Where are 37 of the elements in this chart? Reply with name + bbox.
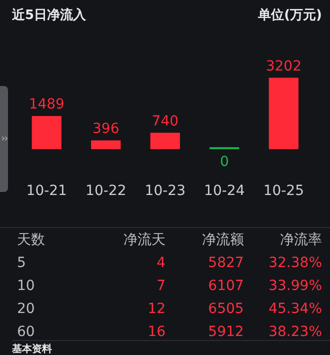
text: 12 <box>146 300 166 316</box>
text: 16 <box>146 324 166 340</box>
text: 33.99% <box>268 278 323 294</box>
bar <box>91 140 121 150</box>
bar <box>268 78 298 150</box>
text: 净流率 <box>279 230 323 248</box>
text: 5827 <box>207 254 244 270</box>
data-label: 740 <box>152 113 179 130</box>
chart-title: 近5日净流入 <box>12 6 86 24</box>
text: 20 <box>16 300 36 316</box>
text: 4 <box>156 254 166 270</box>
bar <box>32 116 62 150</box>
data-label: 1489 <box>28 96 64 113</box>
text: 净流额 <box>200 230 244 248</box>
text: 7 <box>156 278 166 294</box>
text: 38.23% <box>268 324 323 340</box>
text: 32.38% <box>268 254 323 270</box>
x-tick-label: 10-22 <box>86 183 126 200</box>
x-tick-label: 10-23 <box>144 183 186 200</box>
x-tick-label: 10-24 <box>204 183 245 200</box>
chart-subtitle: 单位(万元) <box>258 7 322 24</box>
bar <box>150 132 180 150</box>
x-tick-label: 10-25 <box>263 183 304 200</box>
text: 5912 <box>207 324 244 340</box>
text: 天数 <box>16 230 46 248</box>
text: 5 <box>16 254 27 270</box>
data-label: 0 <box>220 154 229 170</box>
text: 净流天 <box>122 230 166 248</box>
text: 45.34% <box>268 300 323 316</box>
text: 基本资料 <box>12 340 330 355</box>
text: 6505 <box>207 300 244 316</box>
x-tick-label: 10-21 <box>26 183 67 200</box>
data-label: 396 <box>92 121 120 138</box>
text: 10 <box>16 278 36 294</box>
text: 6107 <box>207 278 244 294</box>
data-label: 3202 <box>266 58 302 74</box>
text: 60 <box>16 324 36 340</box>
